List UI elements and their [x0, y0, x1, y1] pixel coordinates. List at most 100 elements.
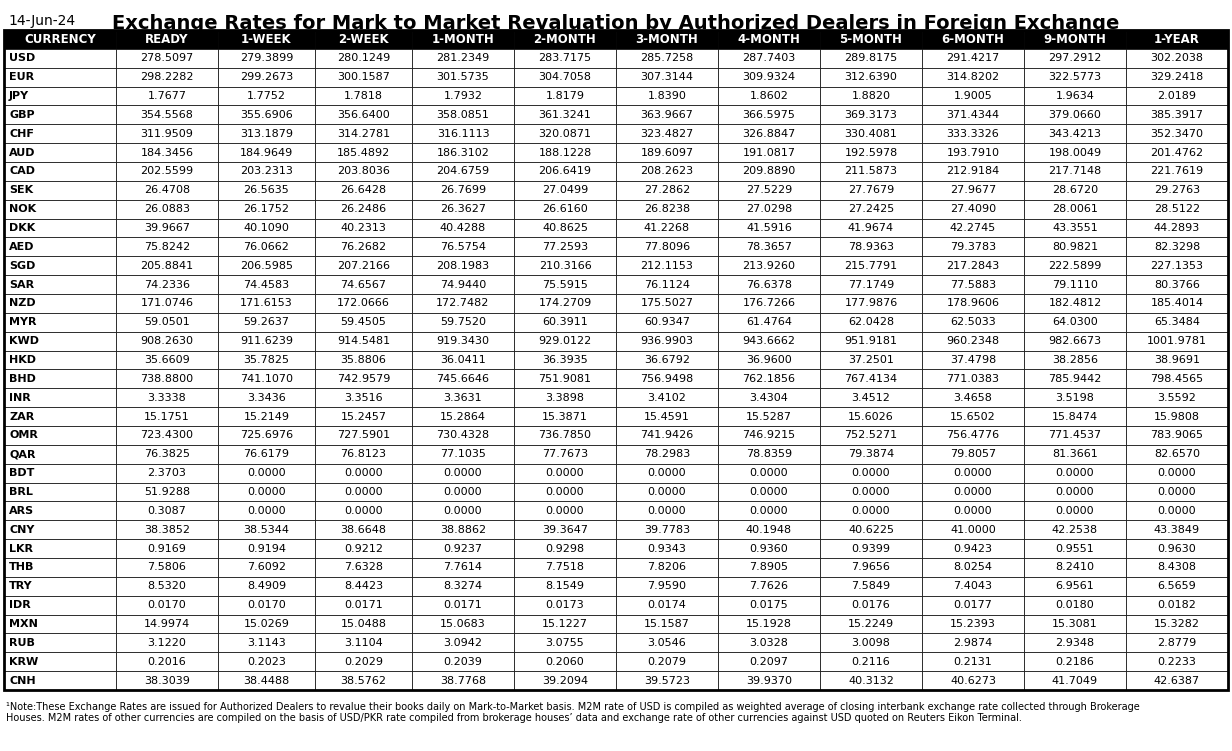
Bar: [411, 219, 514, 237]
Bar: [4, 539, 116, 558]
Text: 222.5899: 222.5899: [1048, 261, 1101, 270]
Text: 302.2038: 302.2038: [1151, 53, 1204, 63]
Text: 3.4658: 3.4658: [954, 393, 993, 403]
Text: 314.8202: 314.8202: [946, 72, 999, 82]
Bar: [1126, 294, 1228, 313]
Text: 0.0170: 0.0170: [248, 600, 286, 610]
Bar: [116, 237, 218, 256]
Text: 371.4344: 371.4344: [946, 110, 999, 120]
Bar: [821, 162, 922, 181]
Text: 80.3766: 80.3766: [1154, 279, 1200, 290]
Text: 27.0499: 27.0499: [542, 185, 588, 195]
Text: 174.2709: 174.2709: [538, 298, 591, 309]
Bar: [514, 181, 616, 200]
Text: 28.5122: 28.5122: [1154, 204, 1200, 214]
Text: 185.4892: 185.4892: [336, 147, 391, 158]
Text: 311.9509: 311.9509: [140, 128, 193, 139]
Bar: [1024, 463, 1126, 483]
Text: 0.0180: 0.0180: [1056, 600, 1094, 610]
Text: 738.8800: 738.8800: [140, 374, 193, 384]
Text: 6.9561: 6.9561: [1056, 581, 1094, 591]
Bar: [514, 463, 616, 483]
Text: 3.5592: 3.5592: [1158, 393, 1196, 403]
Bar: [4, 30, 116, 49]
Text: 1.7818: 1.7818: [344, 91, 383, 101]
Text: 316.1113: 316.1113: [436, 128, 489, 139]
Text: 213.9260: 213.9260: [743, 261, 796, 270]
Bar: [821, 369, 922, 388]
Text: 343.4213: 343.4213: [1048, 128, 1101, 139]
Bar: [821, 407, 922, 426]
Text: 203.8036: 203.8036: [338, 167, 389, 176]
Text: 0.0000: 0.0000: [851, 468, 891, 478]
Bar: [116, 502, 218, 520]
Bar: [411, 596, 514, 614]
Bar: [116, 86, 218, 105]
Bar: [116, 351, 218, 369]
Bar: [922, 369, 1024, 388]
Text: 309.9324: 309.9324: [743, 72, 796, 82]
Bar: [116, 200, 218, 219]
Bar: [616, 143, 718, 162]
Bar: [116, 332, 218, 351]
Bar: [821, 577, 922, 596]
Bar: [922, 407, 1024, 426]
Bar: [922, 124, 1024, 143]
Bar: [218, 294, 315, 313]
Text: 38.5344: 38.5344: [244, 525, 290, 535]
Text: 3-MONTH: 3-MONTH: [636, 33, 699, 46]
Bar: [718, 463, 821, 483]
Bar: [718, 653, 821, 671]
Text: 28.6720: 28.6720: [1052, 185, 1098, 195]
Bar: [411, 558, 514, 577]
Text: 15.6026: 15.6026: [848, 412, 894, 421]
Text: 201.4762: 201.4762: [1151, 147, 1204, 158]
Text: 38.2856: 38.2856: [1052, 355, 1098, 365]
Bar: [514, 369, 616, 388]
Bar: [1024, 162, 1126, 181]
Bar: [411, 162, 514, 181]
Bar: [821, 256, 922, 275]
Bar: [315, 671, 411, 690]
Bar: [315, 237, 411, 256]
Text: 0.0000: 0.0000: [851, 487, 891, 497]
Bar: [4, 633, 116, 653]
Bar: [718, 256, 821, 275]
Bar: [116, 30, 218, 49]
Text: 175.5027: 175.5027: [641, 298, 694, 309]
Bar: [922, 200, 1024, 219]
Text: 0.0000: 0.0000: [546, 468, 584, 478]
Bar: [514, 558, 616, 577]
Bar: [116, 143, 218, 162]
Text: 0.0000: 0.0000: [248, 487, 286, 497]
Bar: [616, 502, 718, 520]
Text: TRY: TRY: [9, 581, 32, 591]
Bar: [1126, 313, 1228, 332]
Bar: [1126, 124, 1228, 143]
Bar: [4, 577, 116, 596]
Bar: [218, 49, 315, 68]
Text: 15.2249: 15.2249: [848, 619, 894, 629]
Text: 960.2348: 960.2348: [946, 336, 999, 346]
Bar: [718, 596, 821, 614]
Text: 725.6976: 725.6976: [240, 430, 293, 440]
Text: 919.3430: 919.3430: [436, 336, 489, 346]
Bar: [411, 275, 514, 294]
Text: 299.2673: 299.2673: [240, 72, 293, 82]
Bar: [821, 426, 922, 445]
Text: 217.2843: 217.2843: [946, 261, 999, 270]
Text: KWD: KWD: [9, 336, 39, 346]
Bar: [1126, 105, 1228, 124]
Bar: [616, 614, 718, 633]
Text: 15.0269: 15.0269: [244, 619, 290, 629]
Text: 26.0883: 26.0883: [144, 204, 190, 214]
Text: 0.2039: 0.2039: [444, 656, 483, 667]
Text: 0.2116: 0.2116: [851, 656, 891, 667]
Bar: [514, 332, 616, 351]
Bar: [411, 105, 514, 124]
Text: 0.0000: 0.0000: [954, 487, 992, 497]
Text: 929.0122: 929.0122: [538, 336, 591, 346]
Text: 0.2029: 0.2029: [344, 656, 383, 667]
Text: 5-MONTH: 5-MONTH: [839, 33, 902, 46]
Bar: [315, 614, 411, 633]
